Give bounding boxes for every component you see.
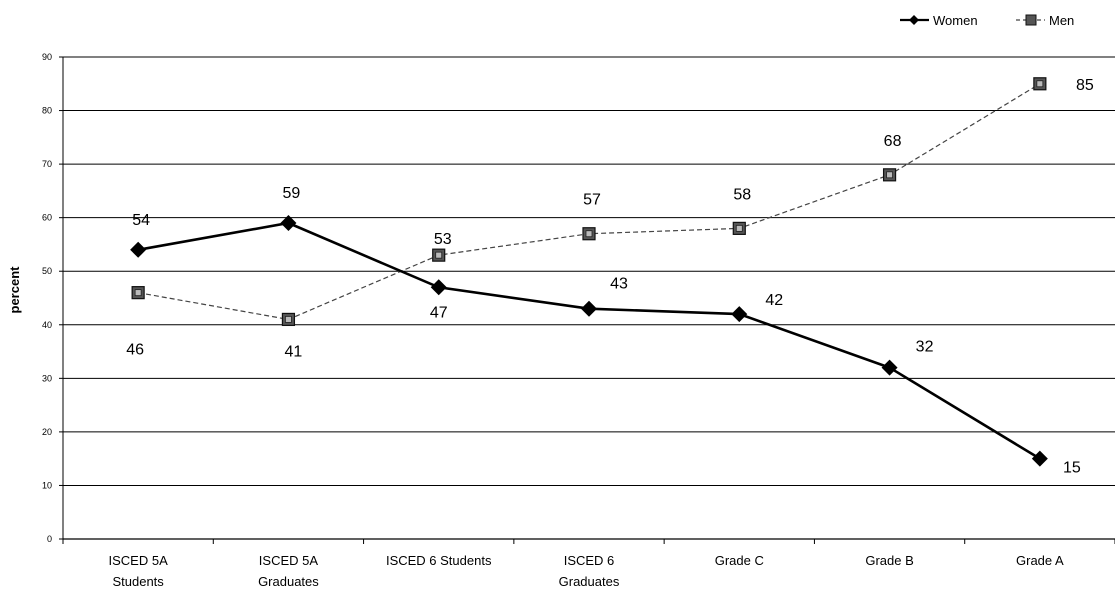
x-tick-label: ISCED 5A Graduates [258,553,319,589]
y-tick-label: 0 [47,534,52,544]
marker-women [280,215,297,232]
y-tick-label: 80 [42,106,52,116]
data-label-men: 41 [285,343,303,360]
data-label-women: 59 [283,185,301,202]
data-label-men: 58 [733,186,751,203]
marker-women [731,306,748,323]
x-tick-label: ISCED 5A Students [109,553,169,589]
y-tick-label: 70 [42,159,52,169]
y-tick-label: 40 [42,320,52,330]
marker-women [881,359,898,376]
marker-men-inner [886,171,893,179]
label-layer: 54 59 47 43 42 32 15 46 41 53 57 58 68 85 [126,77,1094,477]
data-label-women: 54 [132,212,150,229]
data-label-men: 68 [884,133,902,150]
marker-men-inner [735,224,743,232]
legend-label-women: Women [933,13,978,28]
y-tick-label: 10 [42,480,52,490]
x-tick-label-line: ISCED 5A [109,553,169,568]
data-label-men: 85 [1076,77,1094,94]
grid-layer [63,56,1115,486]
data-label-men: 57 [583,192,601,209]
x-tick-label: Grade B [865,553,913,568]
x-tick-label-line: ISCED 6 Students [386,553,492,568]
legend-marker-women [909,15,919,25]
x-tick-label-line: Graduates [559,574,620,589]
data-label-women: 42 [765,292,783,309]
x-tick-label: ISCED 6 Graduates [559,553,620,589]
data-label-men: 46 [126,342,144,359]
y-tick-label: 90 [42,52,52,62]
marker-men-inner [285,316,292,323]
data-label-women: 32 [916,339,934,356]
y-tick-label: 30 [42,373,52,383]
x-tick-label: Grade C [715,553,764,568]
marker-men-inner [435,251,443,259]
x-tick-label-line: Grade B [865,553,913,568]
data-label-women: 47 [430,304,448,321]
y-axis-title: percent [7,266,22,314]
y-tick-label: 50 [42,266,52,276]
x-tick-label-line: ISCED 6 [564,553,615,568]
marker-women [1031,450,1048,467]
data-label-women: 43 [610,276,628,293]
x-tick-label: ISCED 6 Students [386,553,492,568]
marker-women [430,279,447,296]
x-tick-label-line: Students [112,574,164,589]
series-line-women [137,221,1041,460]
data-label-men: 53 [434,231,452,248]
marker-men-inner [585,230,593,238]
data-label-women: 15 [1063,460,1081,477]
legend: Women Men [900,13,1074,28]
series-layer [130,77,1048,467]
legend-marker-men [1025,14,1037,26]
x-tick-label-line: ISCED 5A [259,553,319,568]
legend-label-men: Men [1049,13,1074,28]
marker-men-inner [134,289,142,297]
marker-women [581,300,597,317]
marker-women [130,241,147,258]
x-tick-label-line: Graduates [258,574,319,589]
x-tick-label: Grade A [1016,553,1064,568]
y-tick-label: 60 [42,213,52,223]
x-tick-label-line: Grade C [715,553,764,568]
y-tick-label: 20 [42,427,52,437]
marker-men-inner [1036,80,1044,88]
x-tick-label-line: Grade A [1016,553,1064,568]
